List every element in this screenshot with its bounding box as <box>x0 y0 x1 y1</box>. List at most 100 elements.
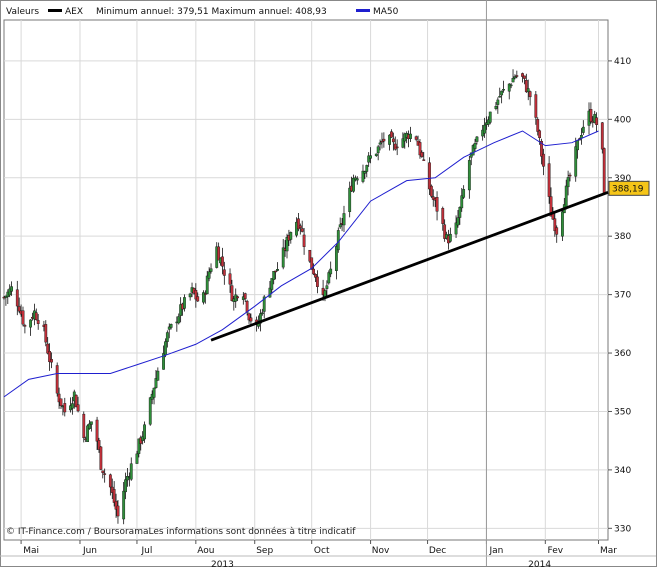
candle-body <box>391 138 395 143</box>
candle-body <box>300 228 304 232</box>
candle-body <box>471 145 475 156</box>
candle-body <box>409 133 412 139</box>
y-tick-label: 350 <box>614 407 631 417</box>
candle-body <box>526 88 530 93</box>
candle-body <box>247 313 251 321</box>
candle-body <box>363 171 367 174</box>
candles <box>2 69 606 525</box>
y-tick-label: 410 <box>614 57 631 67</box>
candle-body <box>44 324 48 343</box>
candle-body <box>507 83 511 92</box>
candle-body <box>547 163 551 197</box>
candle-body <box>262 296 266 312</box>
y-tick-label: 370 <box>614 291 631 301</box>
candle-body <box>538 130 542 139</box>
candle-body <box>566 177 570 188</box>
candle-body <box>202 292 205 303</box>
legend-stats: Minimum annuel: 379,51 Maximum annuel: 4… <box>96 7 327 17</box>
x-year-label: 2013 <box>211 560 234 570</box>
candle-body <box>325 285 329 289</box>
candle-body <box>329 268 333 275</box>
candle-body <box>334 246 338 271</box>
candle-body <box>553 218 557 232</box>
candle-body <box>338 224 342 228</box>
candle-body <box>209 268 213 272</box>
candle-body <box>494 105 498 109</box>
candle-body <box>276 269 279 271</box>
candle-body <box>496 99 500 105</box>
candle-body <box>574 146 578 177</box>
candle-body <box>467 160 471 191</box>
candle-body <box>114 500 118 510</box>
candle-body <box>414 136 418 140</box>
x-tick-label: Oct <box>314 546 330 556</box>
y-tick-label: 360 <box>614 349 631 359</box>
candle-body <box>380 140 384 143</box>
y-tick-label: 400 <box>614 115 631 125</box>
candle-body <box>126 476 129 481</box>
candle-body <box>401 138 405 148</box>
candle-body <box>483 124 486 134</box>
candle-body <box>327 272 331 284</box>
candle-body <box>259 313 262 324</box>
candle-body <box>460 195 464 209</box>
x-tick-label: Aou <box>197 546 214 556</box>
candle-body <box>515 75 519 77</box>
candle-body <box>70 403 74 409</box>
candle-body <box>76 404 80 412</box>
candle-body <box>162 353 165 370</box>
candle-body <box>390 131 393 138</box>
legend: Valeurs AEX Minimum annuel: 379,51 Maxim… <box>6 7 399 17</box>
candle-body <box>268 287 272 298</box>
candle-body <box>152 387 156 398</box>
legend-prefix: Valeurs <box>6 7 39 17</box>
candle-body <box>509 84 513 87</box>
candle-body <box>36 320 40 324</box>
candle-body <box>169 324 173 328</box>
candle-body <box>55 365 59 394</box>
candle-body <box>581 126 585 133</box>
candle-body <box>342 213 346 226</box>
candle-body <box>422 159 426 161</box>
legend-ma50-label: MA50 <box>373 7 399 17</box>
candle-body <box>441 208 445 224</box>
candle-body <box>112 489 116 503</box>
x-tick-label: Jun <box>82 546 97 556</box>
footer-copyright: © IT-Finance.com / BoursoramaLes informa… <box>6 526 356 537</box>
candle-body <box>312 268 315 275</box>
candle-body <box>183 297 186 309</box>
candle-body <box>86 425 89 443</box>
candle-body <box>456 217 460 226</box>
candle-body <box>568 174 572 177</box>
support-trendline <box>210 191 609 342</box>
candle-body <box>602 148 606 193</box>
candle-body <box>549 196 553 217</box>
last-value-box <box>608 180 650 196</box>
candle-body <box>336 230 340 251</box>
candle-body <box>564 185 568 208</box>
candle-body <box>249 317 253 322</box>
candle-body <box>108 474 112 488</box>
candle-body <box>285 237 289 252</box>
candle-body <box>443 224 447 239</box>
candle-body <box>243 293 247 299</box>
plot-frame <box>3 19 609 541</box>
candle-body <box>165 332 169 342</box>
candle-body <box>297 218 300 230</box>
last-value-label: 388,19 <box>612 184 644 194</box>
candle-body <box>194 290 198 300</box>
candle-body <box>281 247 285 268</box>
candle-body <box>540 140 543 157</box>
candle-body <box>203 293 207 295</box>
candle-body <box>378 142 382 145</box>
candle-body <box>23 325 27 327</box>
candle-body <box>82 413 86 439</box>
candle-body <box>205 275 209 294</box>
candle-body <box>458 207 462 218</box>
candle-body <box>542 153 545 167</box>
candle-body <box>315 276 319 287</box>
y-tick-label: 380 <box>614 232 631 242</box>
candle-body <box>475 136 479 142</box>
candle-body <box>429 185 433 197</box>
